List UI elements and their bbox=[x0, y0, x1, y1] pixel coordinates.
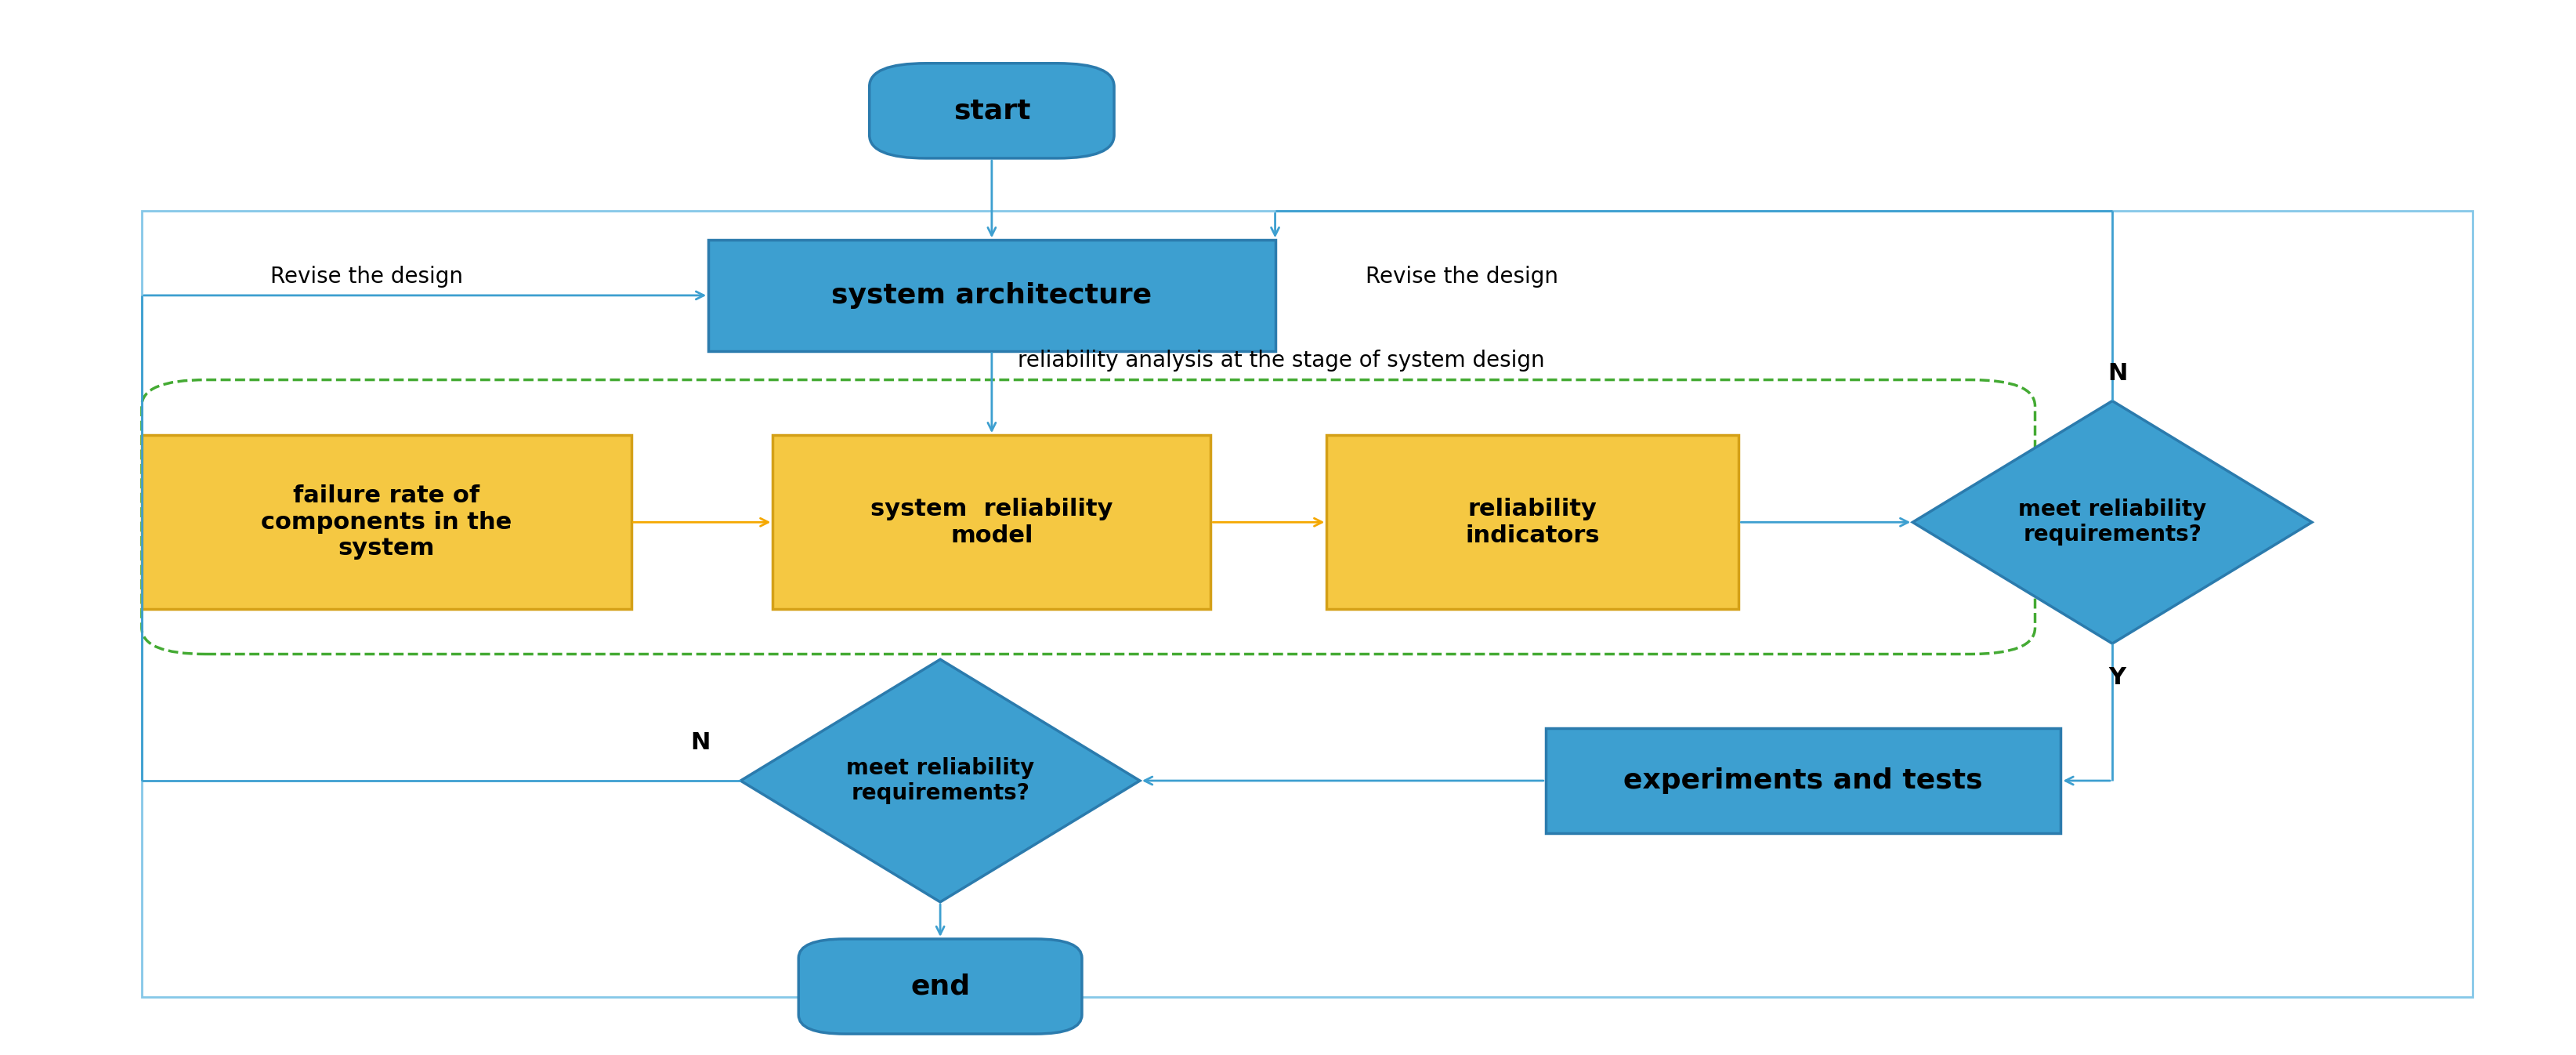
Bar bbox=[1546, 728, 2061, 833]
Text: Revise the design: Revise the design bbox=[270, 266, 464, 287]
Polygon shape bbox=[1911, 401, 2313, 644]
Bar bbox=[773, 436, 1211, 610]
Bar bbox=[1327, 436, 1739, 610]
Bar bbox=[708, 241, 1275, 351]
FancyBboxPatch shape bbox=[871, 63, 1113, 158]
Text: N: N bbox=[2107, 362, 2128, 385]
Text: reliability
indicators: reliability indicators bbox=[1466, 498, 1600, 546]
Text: failure rate of
components in the
system: failure rate of components in the system bbox=[260, 484, 513, 560]
Text: system  reliability
model: system reliability model bbox=[871, 498, 1113, 546]
Bar bbox=[142, 211, 2473, 997]
Text: reliability analysis at the stage of system design: reliability analysis at the stage of sys… bbox=[1018, 350, 1546, 371]
Text: start: start bbox=[953, 97, 1030, 124]
Polygon shape bbox=[742, 659, 1139, 902]
Text: meet reliability
requirements?: meet reliability requirements? bbox=[845, 757, 1036, 804]
Text: end: end bbox=[909, 973, 971, 1000]
Text: experiments and tests: experiments and tests bbox=[1623, 767, 1984, 794]
Text: Y: Y bbox=[2110, 666, 2125, 689]
Text: meet reliability
requirements?: meet reliability requirements? bbox=[2017, 499, 2208, 545]
Text: Revise the design: Revise the design bbox=[1365, 266, 1558, 287]
Bar bbox=[142, 436, 631, 610]
FancyBboxPatch shape bbox=[799, 939, 1082, 1034]
Text: N: N bbox=[690, 731, 711, 754]
Text: system architecture: system architecture bbox=[832, 282, 1151, 309]
